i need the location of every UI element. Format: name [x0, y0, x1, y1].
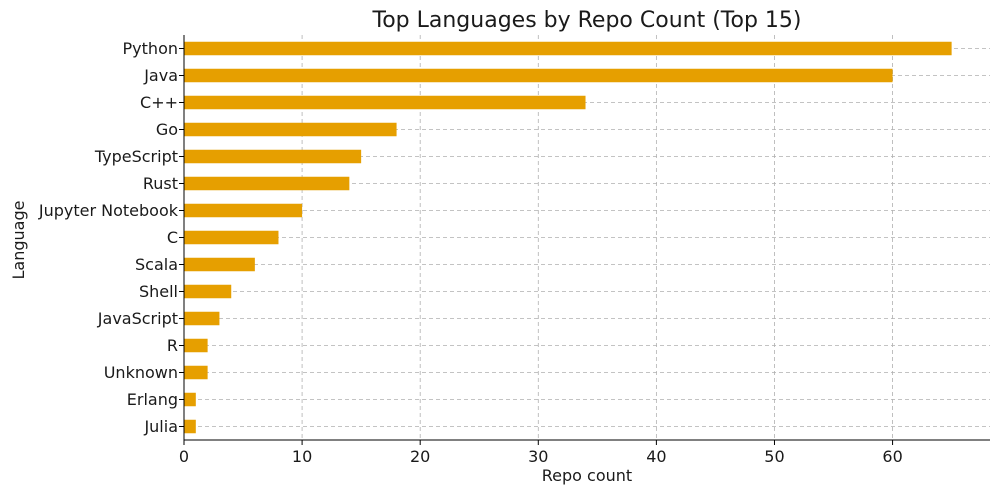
bar-r	[184, 338, 208, 353]
y-ticks: Python Java C++ Go TypeScript Rust Jupyter Not…	[38, 39, 184, 436]
y-tick-label-javascript: JavaScript	[97, 309, 178, 328]
x-tick-label: 50	[764, 447, 784, 466]
y-tick-label-julia: Julia	[143, 417, 178, 436]
x-tick-label: 60	[882, 447, 902, 466]
bar-julia	[184, 419, 196, 434]
y-tick-label-shell: Shell	[139, 282, 178, 301]
y-tick-label-java: Java	[143, 66, 178, 85]
bar-rust	[184, 176, 350, 191]
y-tick-label-typescript: TypeScript	[94, 147, 178, 166]
y-tick-label-c: C	[167, 228, 178, 247]
y-tick-label-jupyter-notebook: Jupyter Notebook	[38, 201, 179, 220]
bar-typescript	[184, 149, 362, 164]
y-tick-label-erlang: Erlang	[127, 390, 178, 409]
x-axis-label: Repo count	[542, 466, 632, 485]
bar-jupyter-notebook	[184, 203, 303, 218]
x-ticks: 0 10 20 30 40 50 60	[179, 440, 903, 466]
x-tick-label: 20	[410, 447, 430, 466]
y-tick-label-rust: Rust	[143, 174, 178, 193]
bar-erlang	[184, 392, 196, 407]
y-tick-label-go: Go	[156, 120, 178, 139]
y-tick-label-scala: Scala	[135, 255, 178, 274]
bar-python	[184, 41, 952, 56]
x-tick-label: 40	[646, 447, 666, 466]
x-tick-label: 10	[292, 447, 312, 466]
y-tick-label-r: R	[167, 336, 178, 355]
bar-go	[184, 122, 397, 137]
bar-c	[184, 95, 586, 110]
chart-title: Top Languages by Repo Count (Top 15)	[372, 8, 802, 33]
bar-unknown	[184, 365, 208, 380]
bar-javascript	[184, 311, 220, 326]
x-tick-label: 0	[179, 447, 189, 466]
x-tick-label: 30	[528, 447, 548, 466]
y-tick-label-c: C++	[140, 93, 178, 112]
bar-c	[184, 230, 279, 245]
y-tick-label-python: Python	[123, 39, 178, 58]
bar-scala	[184, 257, 255, 272]
bar-shell	[184, 284, 232, 299]
y-axis-label: Language	[9, 201, 28, 280]
bars	[184, 41, 952, 434]
y-tick-label-unknown: Unknown	[104, 363, 178, 382]
bar-java	[184, 68, 893, 83]
